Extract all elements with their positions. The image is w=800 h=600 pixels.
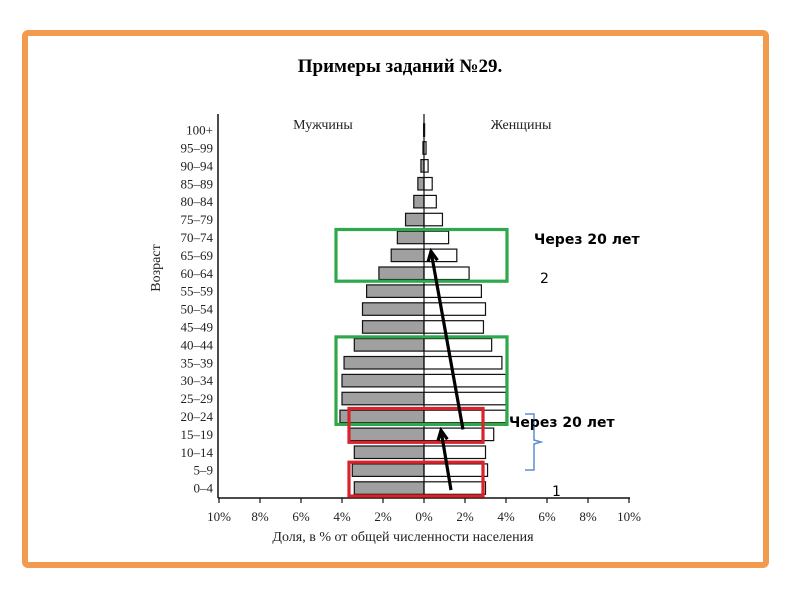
bar-male xyxy=(396,230,425,245)
bar-female xyxy=(423,373,507,388)
slide-frame xyxy=(22,30,769,568)
age-label: 75–79 xyxy=(181,212,214,227)
green-highlight-box xyxy=(334,227,509,283)
bar-female xyxy=(423,212,444,227)
bar-female xyxy=(423,284,483,298)
annotation-top: Через 20 лет xyxy=(534,232,640,248)
age-label: 85–89 xyxy=(181,176,214,191)
x-tick-label: 10% xyxy=(207,509,231,524)
bar-female xyxy=(423,463,489,477)
bar-male xyxy=(343,355,425,370)
bar-female xyxy=(423,176,433,191)
brace-bracket xyxy=(525,413,544,471)
bar-male xyxy=(361,302,425,316)
x-tick-label: 0% xyxy=(415,509,433,524)
x-tick-label: 4% xyxy=(497,509,515,524)
x-tick-label: 2% xyxy=(456,509,474,524)
bar-female xyxy=(423,320,485,334)
marker-2: 2 xyxy=(540,271,549,287)
age-label: 50–54 xyxy=(181,302,214,317)
bar-female xyxy=(423,481,487,495)
bar-female xyxy=(423,159,429,173)
bar-female xyxy=(423,355,503,370)
bar-male xyxy=(353,445,425,460)
slide-title: Примеры заданий №29. xyxy=(297,56,503,77)
bar-male xyxy=(353,481,425,495)
annotation-bottom: Через 20 лет xyxy=(509,415,615,431)
bar-male xyxy=(417,176,425,191)
red-highlight-box xyxy=(347,406,485,444)
x-tick-label: 8% xyxy=(579,509,597,524)
bar-female xyxy=(423,445,487,460)
age-label: 60–64 xyxy=(181,266,214,281)
age-label: 15–19 xyxy=(181,427,214,442)
age-label: 80–84 xyxy=(181,194,214,209)
bar-male xyxy=(361,320,425,334)
bar-female xyxy=(423,266,470,281)
age-label: 0–4 xyxy=(194,481,214,496)
bar-male xyxy=(413,194,425,209)
red-highlight-box xyxy=(347,460,485,498)
x-tick-label: 6% xyxy=(292,509,310,524)
bar-male xyxy=(351,463,425,477)
age-label: 45–49 xyxy=(181,319,214,334)
left-group-label: Мужчины xyxy=(293,118,353,133)
bar-female xyxy=(423,338,493,352)
bar-female xyxy=(423,194,437,209)
x-tick-label: 2% xyxy=(374,509,392,524)
bar-female xyxy=(423,391,507,406)
age-label: 55–59 xyxy=(181,284,214,299)
right-group-label: Женщины xyxy=(491,118,552,133)
x-tick-label: 8% xyxy=(251,509,269,524)
bar-male xyxy=(378,266,425,281)
bar-male xyxy=(339,409,425,424)
marker-1: 1 xyxy=(552,484,561,500)
age-label: 30–34 xyxy=(181,373,214,388)
age-label: 10–14 xyxy=(181,445,214,460)
age-label: 20–24 xyxy=(181,409,214,424)
bar-female xyxy=(423,230,450,245)
y-axis-title: Возраст xyxy=(149,244,164,291)
bar-female xyxy=(423,302,487,316)
age-label: 35–39 xyxy=(181,355,214,370)
x-tick-label: 6% xyxy=(538,509,556,524)
age-label: 40–44 xyxy=(181,337,214,352)
bar-male xyxy=(341,391,425,406)
bar-male xyxy=(366,284,425,298)
age-label: 95–99 xyxy=(181,140,214,155)
arrow-small-head xyxy=(436,426,449,442)
bar-male xyxy=(390,248,425,263)
age-label: 90–94 xyxy=(181,158,214,173)
age-label: 25–29 xyxy=(181,391,214,406)
bar-male xyxy=(347,427,425,442)
bar-male xyxy=(404,212,425,227)
age-label: 100+ xyxy=(186,123,213,138)
green-highlight-box xyxy=(334,335,509,426)
age-label: 5–9 xyxy=(194,463,214,478)
arrow-large-head xyxy=(426,247,439,263)
age-label: 65–69 xyxy=(181,248,214,263)
bar-female xyxy=(423,409,507,424)
x-tick-label: 4% xyxy=(333,509,351,524)
arrow-large xyxy=(429,251,465,430)
age-label: 70–74 xyxy=(181,230,214,245)
x-axis-title: Доля, в % от общей численности населения xyxy=(272,530,534,545)
arrow-small xyxy=(439,430,453,491)
bar-male xyxy=(341,373,425,388)
x-tick-label: 10% xyxy=(617,509,641,524)
bar-male xyxy=(353,338,425,352)
